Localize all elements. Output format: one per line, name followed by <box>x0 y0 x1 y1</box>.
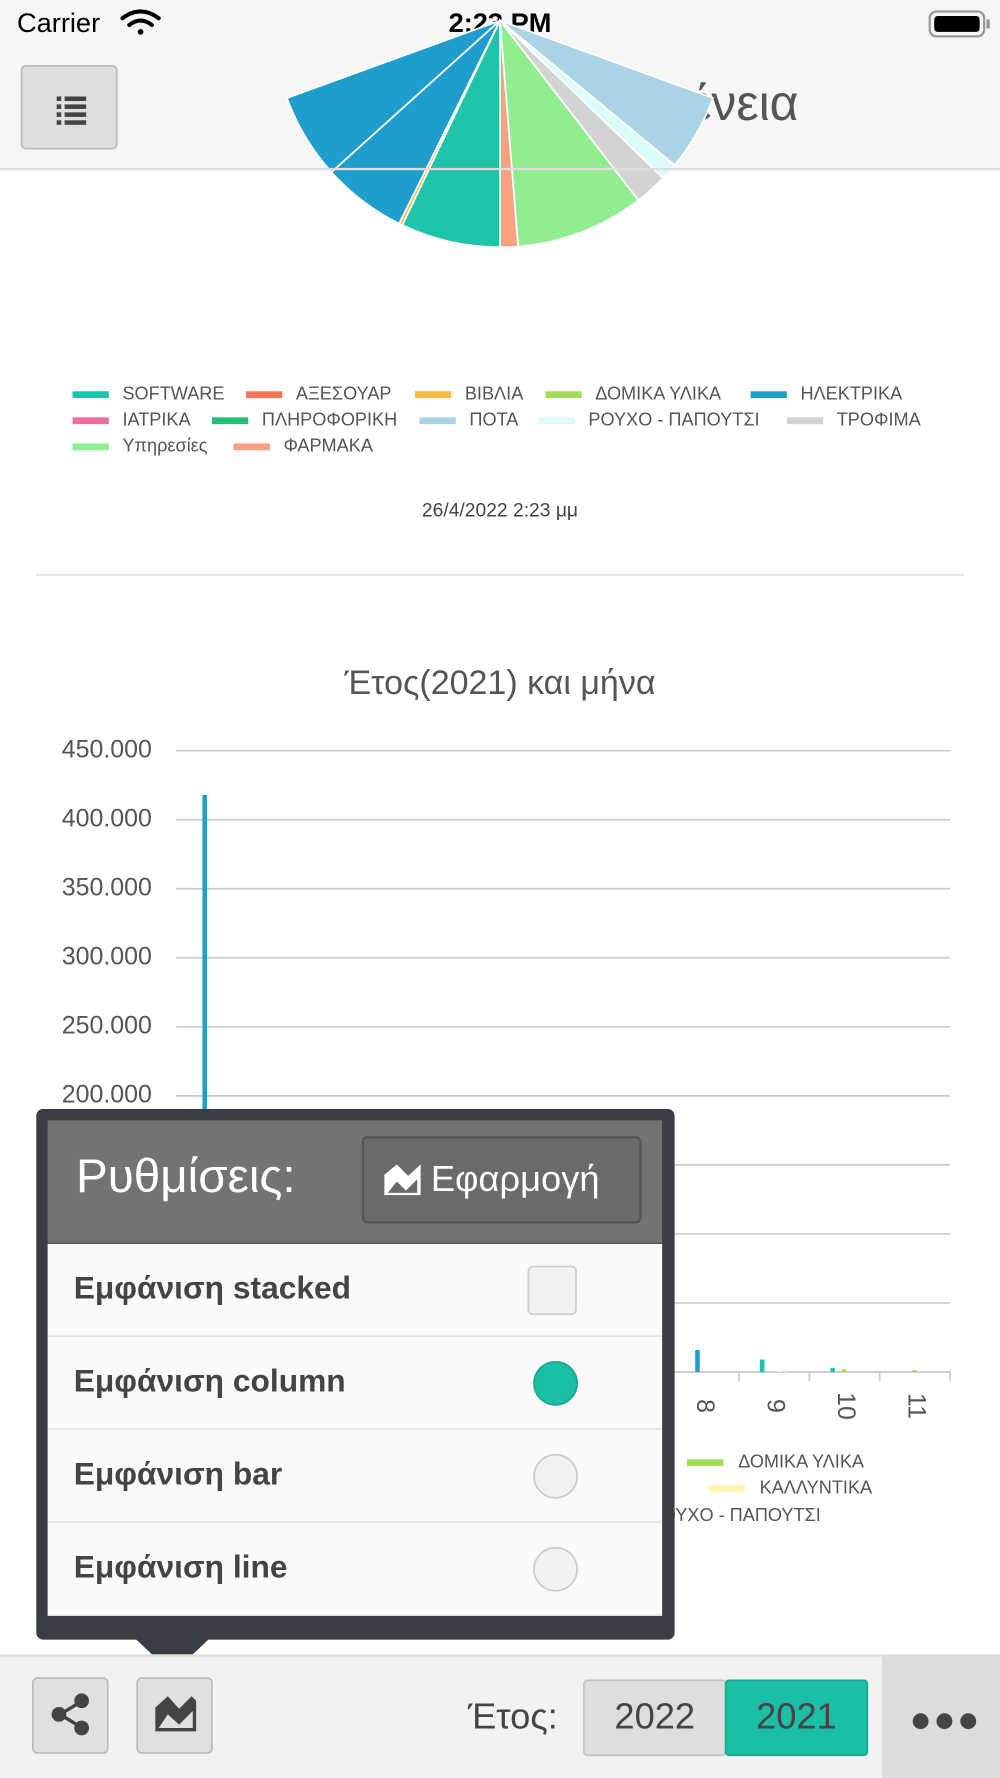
legend-swatch <box>72 417 109 425</box>
y-tick-label: 400.000 <box>62 804 152 832</box>
x-tick-label: 9 <box>762 1399 790 1413</box>
legend-label: ΑΞΕΣΟΥΑΡ <box>296 383 392 403</box>
legend-swatch <box>72 391 109 399</box>
options-list: Εμφάνιση stacked Εμφάνιση column Εμφάνιση … <box>47 1243 663 1617</box>
option-label: Εμφάνιση bar <box>74 1456 283 1492</box>
wifi-icon <box>120 9 161 35</box>
legend-swatch <box>545 391 582 399</box>
option-label: Εμφάνιση line <box>74 1549 288 1585</box>
legend-swatch <box>538 417 575 425</box>
legend-swatch <box>72 443 109 451</box>
radio[interactable] <box>533 1453 578 1499</box>
bar <box>830 1367 835 1372</box>
legend-swatch <box>419 417 456 425</box>
legend-label: ΗΛΕΚΤΡΙΚΑ <box>800 383 903 403</box>
legend-swatch <box>414 391 452 399</box>
chart-title: Έτος(2021) και μήνα <box>343 664 655 702</box>
bar <box>841 1369 847 1372</box>
share-button[interactable] <box>32 1677 109 1754</box>
y-tick-label: 200.000 <box>62 1080 152 1108</box>
pie-slice <box>401 20 501 249</box>
legend-swatch <box>708 1485 745 1493</box>
more-button[interactable] <box>882 1655 1000 1778</box>
y-tick-label: 350.000 <box>62 873 152 901</box>
battery-icon <box>928 10 990 38</box>
timestamp: 26/4/2022 2:23 μμ <box>422 501 578 522</box>
legend-label: ΔΟΜΙΚΑ ΥΛΙΚΑ <box>595 383 722 403</box>
header-border <box>0 167 1000 171</box>
legend-label: ΚΑΛΛΥΝΤΙΚΑ <box>760 1478 873 1498</box>
legend-label: ΙΑΤΡΙΚΑ <box>122 410 191 430</box>
year-button-label: 2021 <box>756 1696 837 1737</box>
menu-button[interactable] <box>20 65 118 150</box>
option-label: Εμφάνιση column <box>74 1363 346 1399</box>
y-tick-label: 250.000 <box>62 1011 152 1039</box>
legend-swatch <box>750 391 787 399</box>
checkbox[interactable] <box>527 1265 577 1316</box>
legend-label: SOFTWARE <box>122 383 224 403</box>
y-tick-label: 300.000 <box>62 942 152 970</box>
legend-label: ΦΑΡΜΑΚΑ <box>283 436 373 456</box>
bar <box>782 1369 788 1372</box>
carrier: Carrier <box>17 7 100 38</box>
legend-label: ΔΟΜΙΚΑ ΥΛΙΚΑ <box>738 1451 865 1471</box>
apply-button-label: Εφαρμογή <box>431 1158 600 1199</box>
year-button-label: 2022 <box>614 1696 695 1737</box>
bar <box>759 1359 765 1372</box>
legend-swatch <box>212 417 249 425</box>
apply-button[interactable]: Εφαρμογή <box>361 1136 642 1224</box>
legend-label: ΡΟΥΧΟ - ΠΑΠΟΥΤΣΙ <box>588 410 759 430</box>
bar <box>695 1349 700 1372</box>
legend-label: ΡΟΥΧΟ - ΠΑΠΟΥΤΣΙ <box>650 1505 821 1525</box>
x-tick-label: 8 <box>691 1399 719 1413</box>
legend-label: ΠΟΤΑ <box>469 410 519 430</box>
radio[interactable] <box>533 1360 578 1406</box>
x-tick-label: 11 <box>902 1393 930 1419</box>
bar <box>912 1369 917 1372</box>
chart-settings-button[interactable] <box>136 1677 213 1754</box>
year-selector: 2022 2021 <box>583 1679 869 1757</box>
settings-popup: Ρυθμίσεις: Εφαρμογή Εμφάνιση stackedΕμφά… <box>36 1108 675 1674</box>
legend-swatch <box>246 391 283 399</box>
bar <box>776 1370 782 1372</box>
popup-title: Ρυθμίσεις: <box>76 1150 296 1203</box>
legend-label: ΠΛΗΡΟΦΟΡΙΚΗ <box>262 410 397 430</box>
pie-legend: SOFTWARE ΑΞΕΣΟΥΑΡ ΒΙΒΛΙΑ ΔΟΜΙΚΑ ΥΛΙΚΑ ΗΛΕΚΤΡ… <box>72 383 922 456</box>
y-tick-label: 450.000 <box>62 735 152 763</box>
pie-slice <box>499 19 715 167</box>
legend-label: Υπηρεσίες <box>122 436 207 456</box>
year-label: Έτος: <box>467 1696 558 1737</box>
radio[interactable] <box>533 1546 578 1592</box>
legend-swatch <box>687 1459 724 1467</box>
legend-label: ΒΙΒΛΙΑ <box>465 383 524 403</box>
x-tick-label: 10 <box>832 1392 860 1420</box>
legend-swatch <box>233 443 270 451</box>
pie-slice <box>498 17 640 248</box>
year-button[interactable] <box>724 1679 869 1757</box>
legend-label: ΤΡΟΦΙΜΑ <box>837 410 922 430</box>
legend-swatch <box>786 417 824 425</box>
pie-chart <box>285 17 715 249</box>
option-label: Εμφάνιση stacked <box>74 1270 351 1306</box>
bar <box>202 794 207 1372</box>
